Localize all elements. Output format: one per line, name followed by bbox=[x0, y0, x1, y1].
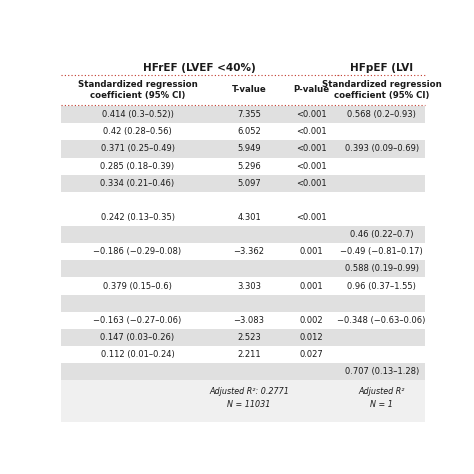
Text: −3.362: −3.362 bbox=[234, 247, 264, 256]
Text: 0.588 (0.19–0.99): 0.588 (0.19–0.99) bbox=[345, 264, 419, 273]
Text: 0.393 (0.09–0.69): 0.393 (0.09–0.69) bbox=[345, 145, 419, 154]
Text: <0.001: <0.001 bbox=[296, 145, 327, 154]
Text: 0.707 (0.13–1.28): 0.707 (0.13–1.28) bbox=[345, 367, 419, 376]
Text: 0.012: 0.012 bbox=[299, 333, 323, 342]
Text: <0.001: <0.001 bbox=[296, 213, 327, 222]
Text: 0.001: 0.001 bbox=[299, 282, 323, 291]
Bar bbox=[61, 192, 425, 209]
Bar bbox=[61, 329, 425, 346]
Text: <0.001: <0.001 bbox=[296, 162, 327, 171]
Text: 4.301: 4.301 bbox=[237, 213, 261, 222]
Bar bbox=[61, 363, 425, 380]
Text: 0.002: 0.002 bbox=[299, 316, 323, 325]
Text: HFpEF (LVI: HFpEF (LVI bbox=[350, 63, 413, 73]
Text: 2.211: 2.211 bbox=[237, 350, 261, 359]
Text: Standardized regression
coefficient (95% CI): Standardized regression coefficient (95%… bbox=[78, 80, 197, 100]
Text: 0.42 (0.28–0.56): 0.42 (0.28–0.56) bbox=[103, 128, 172, 137]
Text: 0.96 (0.37–1.55): 0.96 (0.37–1.55) bbox=[347, 282, 416, 291]
Text: 0.001: 0.001 bbox=[299, 247, 323, 256]
Text: <0.001: <0.001 bbox=[296, 110, 327, 119]
Text: 0.334 (0.21–0.46): 0.334 (0.21–0.46) bbox=[100, 179, 174, 188]
Text: 3.303: 3.303 bbox=[237, 282, 261, 291]
Bar bbox=[61, 312, 425, 329]
Bar bbox=[61, 140, 425, 157]
Bar bbox=[61, 209, 425, 226]
Text: 0.46 (0.22–0.7): 0.46 (0.22–0.7) bbox=[350, 230, 413, 239]
Text: −3.083: −3.083 bbox=[234, 316, 264, 325]
Text: Standardized regression
coefficient (95% CI): Standardized regression coefficient (95%… bbox=[322, 80, 441, 100]
Text: 0.147 (0.03–0.26): 0.147 (0.03–0.26) bbox=[100, 333, 174, 342]
Text: 0.568 (0.2–0.93): 0.568 (0.2–0.93) bbox=[347, 110, 416, 119]
Text: Adjusted R²
N = 1: Adjusted R² N = 1 bbox=[358, 387, 405, 409]
Text: −0.186 (−0.29–0.08): −0.186 (−0.29–0.08) bbox=[93, 247, 182, 256]
Text: 0.285 (0.18–0.39): 0.285 (0.18–0.39) bbox=[100, 162, 174, 171]
Bar bbox=[61, 175, 425, 192]
Text: Adjusted R²: 0.2771
N = 11031: Adjusted R²: 0.2771 N = 11031 bbox=[209, 387, 289, 409]
Bar bbox=[61, 123, 425, 140]
Text: 0.027: 0.027 bbox=[299, 350, 323, 359]
Text: 2.523: 2.523 bbox=[237, 333, 261, 342]
Bar bbox=[61, 295, 425, 312]
Bar bbox=[61, 346, 425, 363]
Bar bbox=[61, 106, 425, 123]
Text: 5.296: 5.296 bbox=[237, 162, 261, 171]
Bar bbox=[61, 226, 425, 243]
Text: 0.371 (0.25–0.49): 0.371 (0.25–0.49) bbox=[100, 145, 174, 154]
Bar bbox=[61, 380, 425, 422]
Text: −0.348 (−0.63–0.06): −0.348 (−0.63–0.06) bbox=[337, 316, 426, 325]
Text: −0.49 (−0.81–0.17): −0.49 (−0.81–0.17) bbox=[340, 247, 423, 256]
Text: 0.242 (0.13–0.35): 0.242 (0.13–0.35) bbox=[100, 213, 174, 222]
Bar bbox=[61, 277, 425, 295]
Text: HFrEF (LVEF <40%): HFrEF (LVEF <40%) bbox=[143, 63, 256, 73]
Text: T-value: T-value bbox=[232, 85, 266, 94]
Text: <0.001: <0.001 bbox=[296, 179, 327, 188]
Text: P-value: P-value bbox=[293, 85, 329, 94]
Text: 6.052: 6.052 bbox=[237, 128, 261, 137]
Bar bbox=[61, 243, 425, 260]
Text: −0.163 (−0.27–0.06): −0.163 (−0.27–0.06) bbox=[93, 316, 182, 325]
Bar bbox=[61, 157, 425, 175]
Bar bbox=[61, 260, 425, 277]
Text: 5.949: 5.949 bbox=[237, 145, 261, 154]
Text: 0.379 (0.15–0.6): 0.379 (0.15–0.6) bbox=[103, 282, 172, 291]
Text: 5.097: 5.097 bbox=[237, 179, 261, 188]
Text: 0.414 (0.3–0.52)): 0.414 (0.3–0.52)) bbox=[101, 110, 173, 119]
Text: 0.112 (0.01–0.24): 0.112 (0.01–0.24) bbox=[100, 350, 174, 359]
Text: 7.355: 7.355 bbox=[237, 110, 261, 119]
Text: <0.001: <0.001 bbox=[296, 128, 327, 137]
